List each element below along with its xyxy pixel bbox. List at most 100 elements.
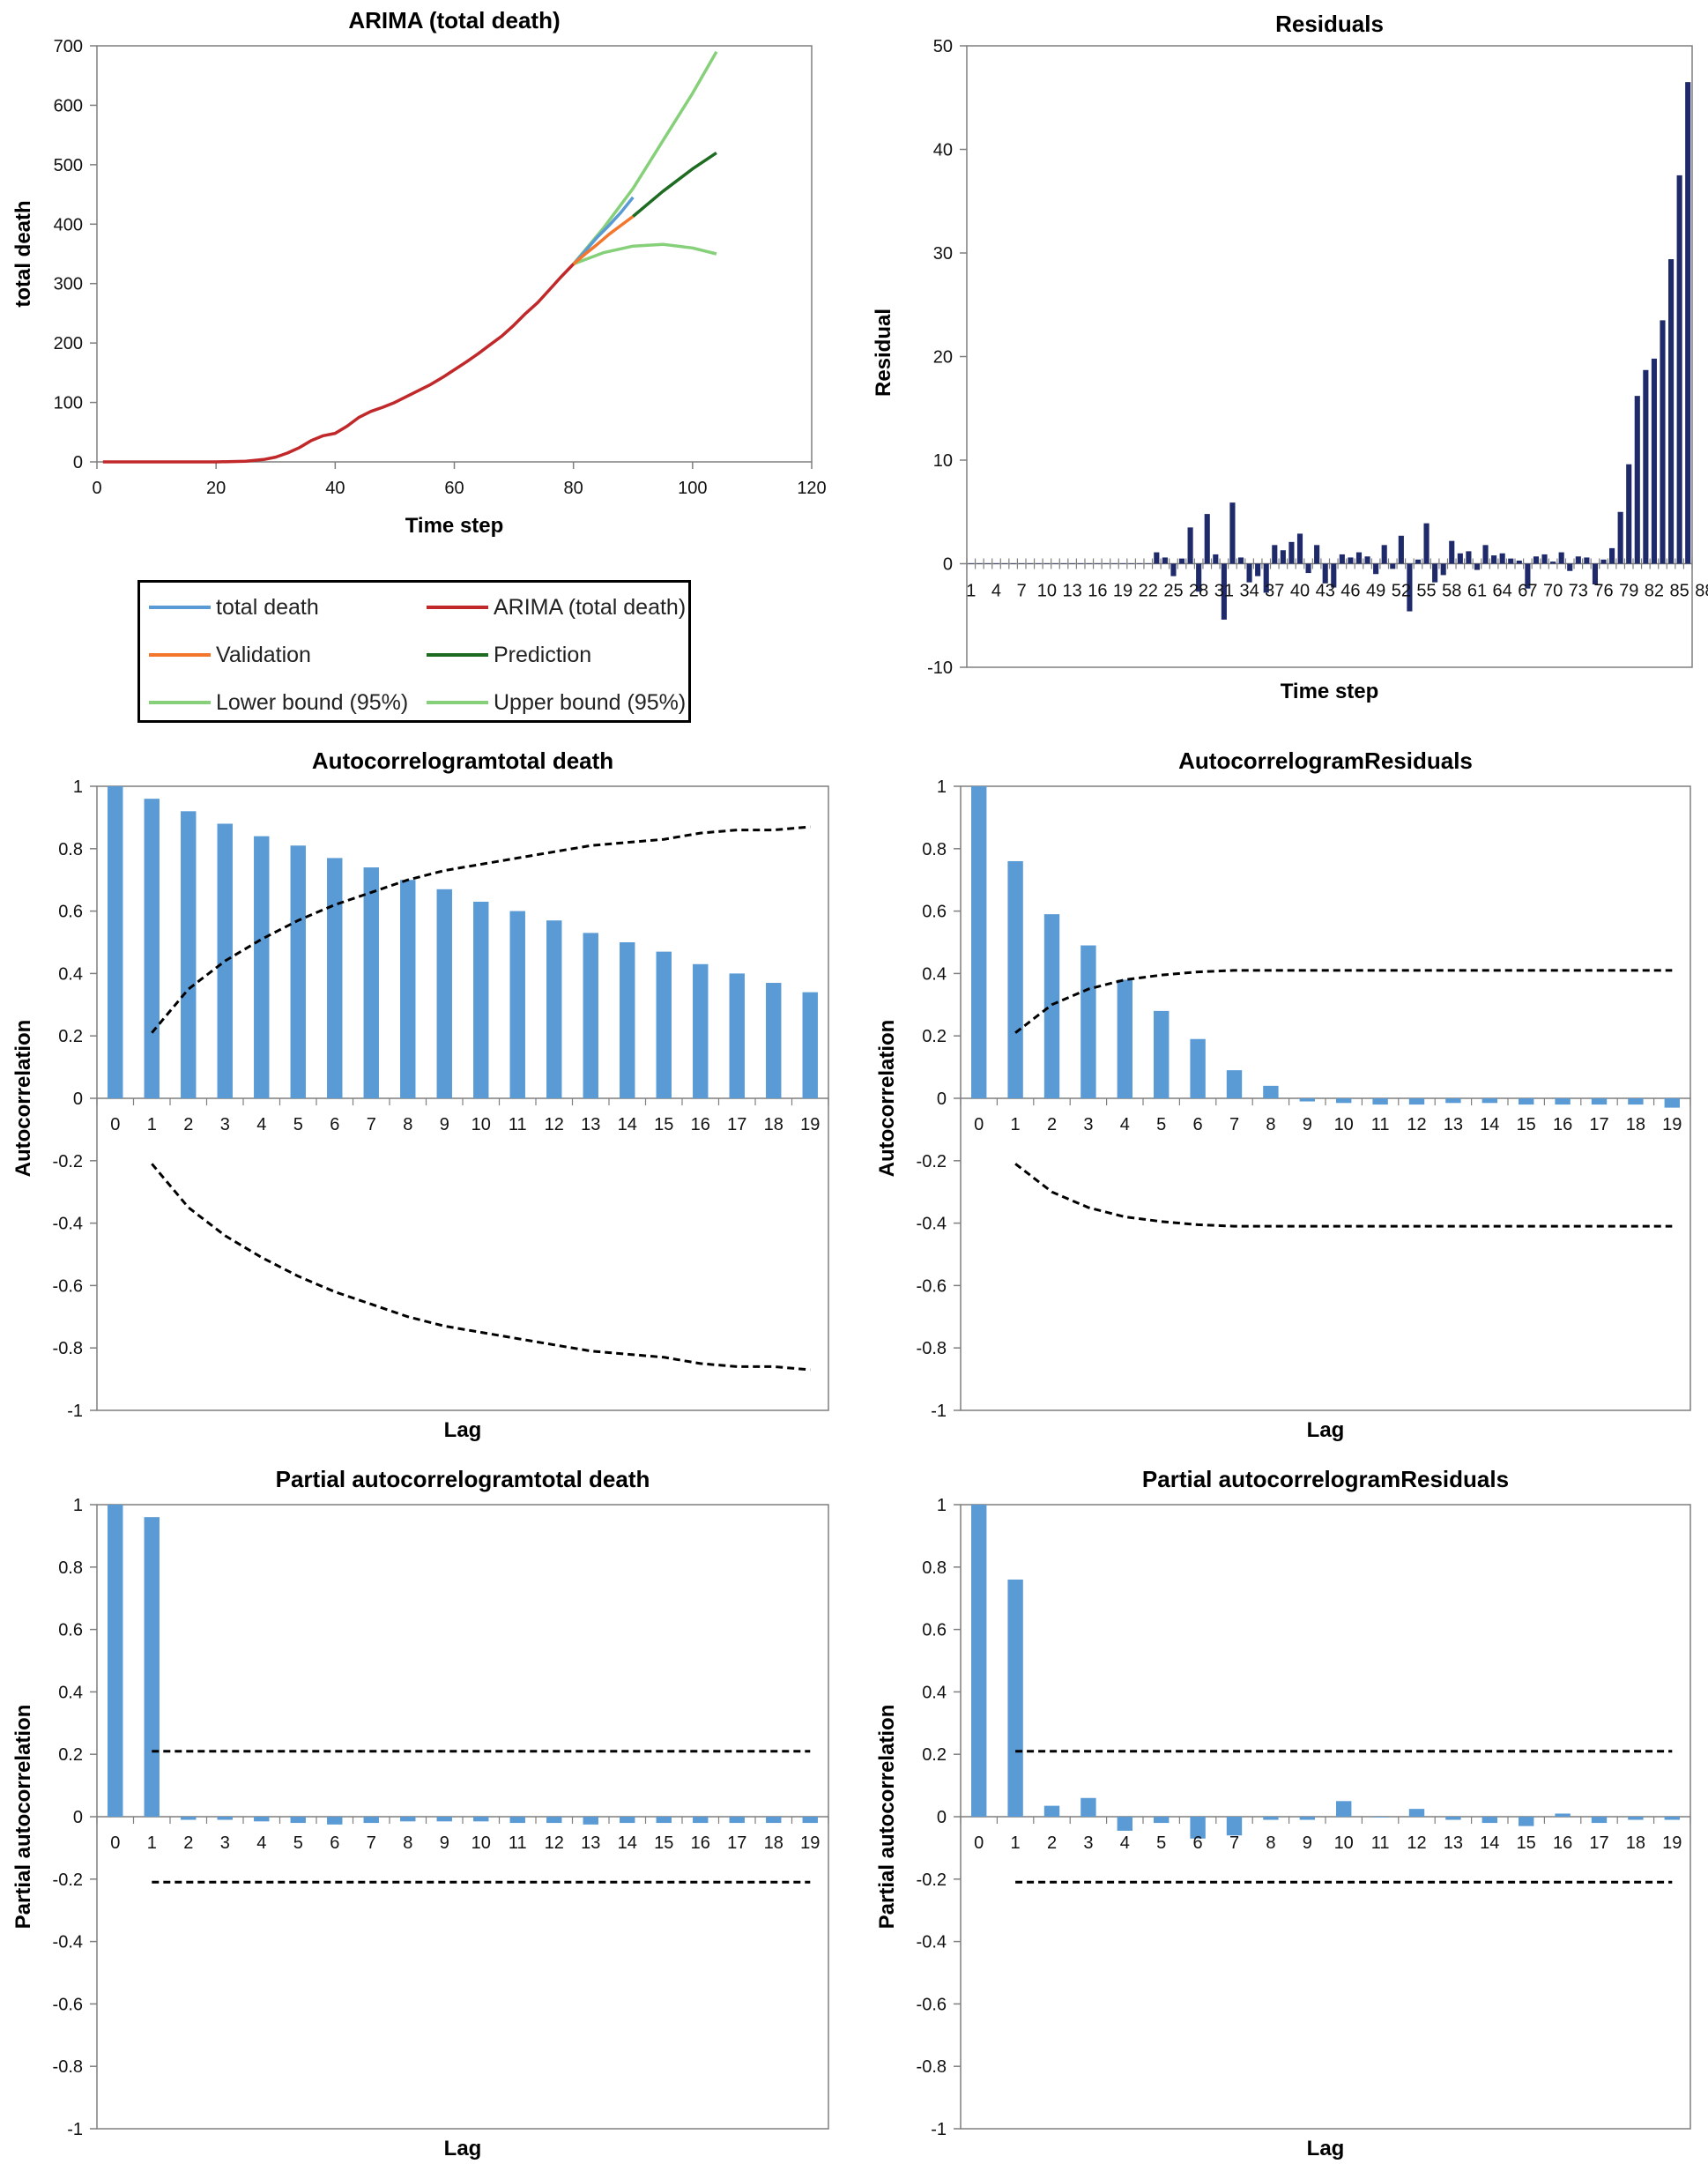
residual-bar: [1600, 559, 1607, 564]
correlation-bar: [108, 786, 123, 1098]
residual-bar: [1685, 82, 1691, 564]
confidence-lower-line: [151, 1163, 811, 1372]
y-tick-label: 0.8: [58, 1558, 83, 1578]
pacf-total-chart: -1-0.8-0.6-0.4-0.200.20.40.60.810 1 2 3 4 5 6 7…: [11, 1466, 829, 2160]
x-tick-label: 9: [1303, 1833, 1312, 1853]
residual-bar: [1390, 563, 1396, 569]
x-tick-label: 1: [1011, 1115, 1021, 1134]
x-tick-label: 13: [1444, 1833, 1463, 1853]
y-tick-label: 0: [73, 1089, 83, 1109]
x-tick-label: 80: [564, 479, 583, 498]
residual-bar: [1010, 563, 1016, 564]
y-tick-label: 0: [937, 1089, 947, 1109]
x-tick-label: 12: [545, 1833, 564, 1853]
chart-title: Autocorrelogramtotal death: [312, 747, 613, 774]
correlation-bar: [1117, 1817, 1132, 1831]
series-line-total-death: [572, 196, 635, 265]
x-tick-label: 15: [1517, 1833, 1536, 1853]
y-tick-label: 600: [54, 96, 83, 115]
correlation-bar: [1080, 1797, 1096, 1817]
chart-title: Partial autocorrelogramResiduals: [1142, 1466, 1509, 1492]
x-tick-label: 12: [1407, 1115, 1426, 1134]
correlation-bar: [1519, 1098, 1534, 1105]
series-line-upper-bound-95: [572, 50, 718, 265]
confidence-upper-line: [151, 825, 811, 1034]
x-tick-label: 0: [110, 1115, 120, 1134]
y-tick-label: 500: [54, 156, 83, 175]
x-tick-label: 52: [1392, 582, 1411, 601]
x-tick-label: 17: [727, 1115, 746, 1134]
correlation-bar: [1154, 1817, 1170, 1824]
x-tick-label: 5: [293, 1833, 303, 1853]
y-tick-label: 1: [73, 777, 83, 797]
x-tick-label: 120: [797, 479, 826, 498]
correlation-bar: [144, 1517, 160, 1817]
y-tick-label: 0: [73, 453, 83, 472]
residual-bar: [1398, 535, 1404, 564]
residual-bar: [1221, 563, 1227, 620]
x-tick-label: 11: [1371, 1115, 1390, 1134]
x-tick-label: 88: [1695, 582, 1708, 601]
legend-swatch-lower-bound: [149, 701, 211, 704]
chart-title: ARIMA (total death): [348, 7, 560, 33]
residual-bar: [1229, 502, 1236, 564]
residual-bar: [1137, 563, 1143, 564]
y-tick-label: 0: [943, 555, 953, 575]
x-tick-label: 67: [1518, 582, 1537, 601]
residual-bar: [1364, 556, 1370, 564]
y-tick-label: -10: [927, 658, 953, 678]
residual-bar: [1036, 563, 1042, 564]
correlation-bar: [473, 1817, 489, 1822]
x-tick-label: 18: [1626, 1833, 1645, 1853]
y-tick-label: -0.2: [917, 1152, 947, 1171]
correlation-bar: [1117, 979, 1132, 1098]
x-tick-label: 2: [183, 1833, 193, 1853]
residual-bar: [1162, 557, 1168, 564]
correlation-bar: [1591, 1817, 1608, 1824]
y-tick-label: 0.6: [922, 903, 947, 922]
x-tick-label: 16: [1088, 582, 1107, 601]
x-tick-label: 76: [1593, 582, 1613, 601]
x-tick-label: 28: [1189, 582, 1208, 601]
correlation-bar: [1408, 1098, 1425, 1105]
correlation-bar: [1007, 1579, 1023, 1817]
correlation-bar: [971, 786, 987, 1098]
acf-resid-chart-panel: -1 -0.8 -0.6 -0.4 -0.2 0 0.2 0.4 0.6 0.8 1 0 1 2 3 4 5 6 7…: [864, 732, 1708, 1446]
residual-bar: [1415, 559, 1422, 564]
y-tick-label: 1: [73, 1496, 83, 1515]
correlation-bar: [1445, 1098, 1461, 1104]
x-axis-label: Time step: [405, 514, 504, 538]
x-tick-label: 5: [1156, 1115, 1166, 1134]
y-tick-label: -1: [931, 2120, 947, 2139]
x-tick-label: 9: [1303, 1115, 1312, 1134]
x-tick-label: 19: [800, 1833, 820, 1853]
x-tick-label: 0: [110, 1833, 120, 1853]
correlation-bar: [509, 911, 525, 1098]
legend-swatch-arima: [427, 606, 488, 609]
correlation-bar: [1080, 945, 1096, 1098]
residual-bar: [1002, 563, 1008, 564]
y-tick-label: 0: [73, 1808, 83, 1827]
residual-bar: [1246, 563, 1252, 583]
y-tick-label: 0.8: [922, 840, 947, 859]
residual-bar: [1331, 563, 1337, 588]
correlation-bar: [436, 889, 452, 1098]
correlation-bar: [1043, 1805, 1060, 1817]
residual-bar: [1609, 547, 1615, 564]
legend-label-arima: ARIMA (total death): [494, 594, 687, 620]
y-tick-label: 700: [54, 37, 83, 56]
correlation-bar: [1482, 1817, 1497, 1824]
residual-bar: [1145, 563, 1151, 564]
x-tick-label: 85: [1670, 582, 1689, 601]
residual-bar: [1423, 523, 1430, 564]
x-tick-label: 4: [1120, 1833, 1130, 1853]
x-tick-label: 8: [1266, 1115, 1275, 1134]
x-tick-label: 10: [472, 1115, 491, 1134]
y-tick-label: 0.6: [922, 1621, 947, 1640]
correlation-bar: [1299, 1817, 1315, 1820]
correlation-bar: [1555, 1098, 1571, 1105]
residual-bar: [1103, 563, 1109, 564]
residual-bar: [1373, 563, 1379, 575]
correlation-bar: [1372, 1098, 1388, 1105]
x-tick-label: 11: [1371, 1833, 1390, 1853]
